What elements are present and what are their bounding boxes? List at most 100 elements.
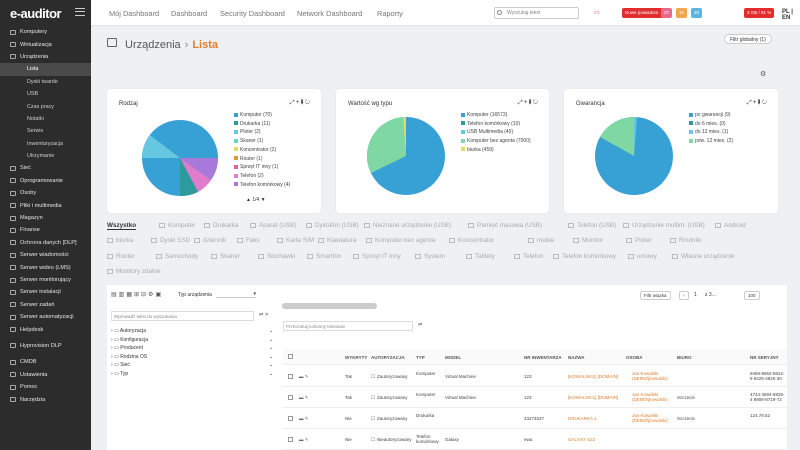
prev-page-button[interactable]: ‹ xyxy=(679,291,689,300)
tree-tools-icon[interactable]: ⇄ ✕ xyxy=(259,312,269,318)
legend-item[interactable]: do 6 mies. (0) xyxy=(689,120,733,129)
tab[interactable]: Skaner xyxy=(211,253,240,260)
tab[interactable]: Drukarka xyxy=(204,222,239,229)
tab[interactable]: Urządzenie multim. (USB) xyxy=(623,222,705,229)
page-number[interactable]: 1 xyxy=(694,292,697,298)
tab[interactable]: Klawiatura xyxy=(318,237,356,244)
app-logo[interactable]: e-auditor xyxy=(10,5,62,21)
legend-item[interactable]: Koncentrator (2) xyxy=(234,146,290,155)
pie-slice-printer[interactable] xyxy=(180,158,198,197)
page-size-select[interactable]: 100 xyxy=(744,291,760,300)
column-search-input[interactable]: Przeszukaj kolumny tekstowe xyxy=(283,321,413,331)
card-tools-icon[interactable]: ⤢+⬇↻ xyxy=(746,100,768,106)
row-action-icons[interactable]: ▬ ✎ xyxy=(299,437,309,442)
pie-slice-phone[interactable] xyxy=(180,158,211,192)
col-type[interactable]: TYP xyxy=(416,355,425,360)
sidebar-item[interactable]: Wirtualizacja xyxy=(0,38,91,50)
legend-item[interactable]: Sprzęt IT inny (1) xyxy=(234,163,290,172)
cell-nazwa[interactable]: [KOWALSKI1] [DOMAIN] xyxy=(568,374,619,379)
table-row[interactable]: ▬ ✎ Nie Nieautoryzowany Telefon komórkowy Ga… xyxy=(283,429,787,450)
tab[interactable]: Słuchawki xyxy=(258,253,295,260)
expand-icon[interactable]: › xyxy=(111,336,115,343)
sidebar-item[interactable]: Hyprovision DLP xyxy=(0,340,91,352)
expand-icon[interactable]: › xyxy=(111,353,115,360)
sidebar-item[interactable]: Oprogramowanie xyxy=(0,175,91,187)
expand-icon[interactable]: › xyxy=(111,362,115,368)
tab[interactable]: Komputer xyxy=(159,222,195,229)
chevron-down-icon[interactable]: ⌄ xyxy=(269,345,274,351)
nav-reports[interactable]: Raporty xyxy=(377,9,403,18)
alert-badge[interactable]: Nowe powiadom. 1 xyxy=(622,8,667,18)
tree-node[interactable]: › ▭ Konfiguracja ⌄ xyxy=(111,336,273,343)
language-switch[interactable]: PL | EN xyxy=(782,9,793,21)
nav-dashboard[interactable]: Dashboard xyxy=(171,9,208,18)
sidebar-item[interactable]: Dyski twarde xyxy=(0,76,91,88)
tab[interactable]: Nieznane urządzenie (USB) xyxy=(364,222,451,229)
col-authorization[interactable]: AUTORYZACJA xyxy=(371,355,405,360)
tab[interactable]: Router xyxy=(107,253,135,260)
tab[interactable]: Monitor xyxy=(573,237,603,244)
sidebar-item[interactable]: Komputery xyxy=(0,26,91,38)
row-action-icons[interactable]: ▬ ✎ xyxy=(299,416,309,421)
toolbar-icons[interactable]: ▤▥▦⊞⊟⚙▣ xyxy=(111,292,164,298)
sidebar-item[interactable]: Narzędzia xyxy=(0,393,91,405)
badge-1[interactable]: 27 xyxy=(661,8,673,18)
legend-item[interactable]: biurka (459) xyxy=(461,146,531,155)
pager-down-icon[interactable]: ▼ xyxy=(259,197,266,203)
legend-item[interactable]: Drukarka (11) xyxy=(234,120,290,129)
chevron-down-icon[interactable]: ⌄ xyxy=(269,353,274,360)
tab[interactable]: Komputer bez agenta xyxy=(366,237,435,244)
tree-node[interactable]: › ▭ Typ ⌄ xyxy=(111,370,273,377)
sidebar-item[interactable]: Magazyn xyxy=(0,212,91,224)
tree-search-input[interactable]: Wprowadź tekst do wyszukania xyxy=(111,311,254,321)
col-detected[interactable]: WYKRYTY xyxy=(345,355,368,360)
badge-2[interactable]: 16 xyxy=(676,8,688,18)
table-row[interactable]: ▬ ✎ Tak Zautoryzowany Komputer Virtual Machi… xyxy=(283,387,787,408)
tab[interactable]: biurka xyxy=(107,237,133,244)
sidebar-item[interactable]: Finanse xyxy=(0,224,91,236)
tab[interactable]: mebie xyxy=(528,237,554,244)
cell-osoba[interactable]: Jan Kowalski (DEMO\jkowalski) xyxy=(632,413,668,423)
legend-item[interactable]: Komputer (70) xyxy=(234,111,290,120)
chevron-down-icon[interactable]: ⌄ xyxy=(269,362,274,368)
device-type-select[interactable]: ▾ xyxy=(216,291,256,298)
legend-item[interactable]: Skaner (1) xyxy=(234,137,290,146)
legend-item[interactable]: po gwarancji (9) xyxy=(689,111,733,120)
row-checkbox[interactable] xyxy=(288,374,293,379)
sidebar-item[interactable]: Serwer wiadomości xyxy=(0,249,91,261)
pie-slice-mobile[interactable] xyxy=(180,158,219,180)
legend-item[interactable]: pow. 12 mies. (2) xyxy=(689,137,733,146)
tab[interactable]: Smartfon xyxy=(307,253,342,260)
badge-3[interactable]: 20 xyxy=(691,8,703,18)
legend-item[interactable]: Router (1) xyxy=(234,155,290,164)
tab[interactable]: Koncentrator xyxy=(449,237,494,244)
sidebar-item[interactable]: Serwer automatyzacji xyxy=(0,311,91,323)
sidebar-item[interactable]: Serwer zadań xyxy=(0,299,91,311)
expand-icon[interactable]: › xyxy=(111,345,115,351)
cell-nazwa[interactable]: DRUKARKA 1 xyxy=(568,416,597,421)
expand-icon[interactable]: › xyxy=(111,370,115,377)
nav-security-dashboard[interactable]: Security Dashboard xyxy=(220,9,285,18)
row-action-icons[interactable]: ▬ ✎ xyxy=(299,374,309,379)
tab[interactable]: Rzutniki xyxy=(670,237,701,244)
filter-button[interactable]: Filtr wiązka xyxy=(640,291,671,300)
sidebar-item[interactable]: Lista xyxy=(0,63,91,76)
row-checkbox[interactable] xyxy=(288,395,293,400)
sidebar-item[interactable]: USB xyxy=(0,88,91,100)
cell-osoba[interactable]: Jan Kowalski (DEMO\jkowalski) xyxy=(632,392,668,402)
legend-item[interactable]: Komputer (16573) xyxy=(461,111,531,120)
pie-slice-12[interactable] xyxy=(634,116,637,156)
pie-slice-computer-no-agent[interactable] xyxy=(367,117,406,173)
cell-nazwa[interactable]: [KOWALSKI1] [DOMAIN] xyxy=(568,395,619,400)
tab[interactable]: Telefon (USB) xyxy=(568,222,616,229)
row-checkbox[interactable] xyxy=(288,437,293,442)
sidebar-item[interactable]: Ustawienia xyxy=(0,369,91,381)
select-all-checkbox[interactable] xyxy=(288,354,293,359)
col-inventory[interactable]: NR INWENTARZA xyxy=(524,355,562,360)
column-search-icon[interactable]: ⇄ xyxy=(418,322,423,328)
col-office[interactable]: BIURO xyxy=(677,355,692,360)
legend-item[interactable]: Ploter (2) xyxy=(234,128,290,137)
tab[interactable]: Własne urządzenie xyxy=(672,253,735,260)
tab[interactable]: Monitory zdalne xyxy=(107,268,160,275)
chevron-down-icon[interactable]: ⌄ xyxy=(269,328,274,334)
